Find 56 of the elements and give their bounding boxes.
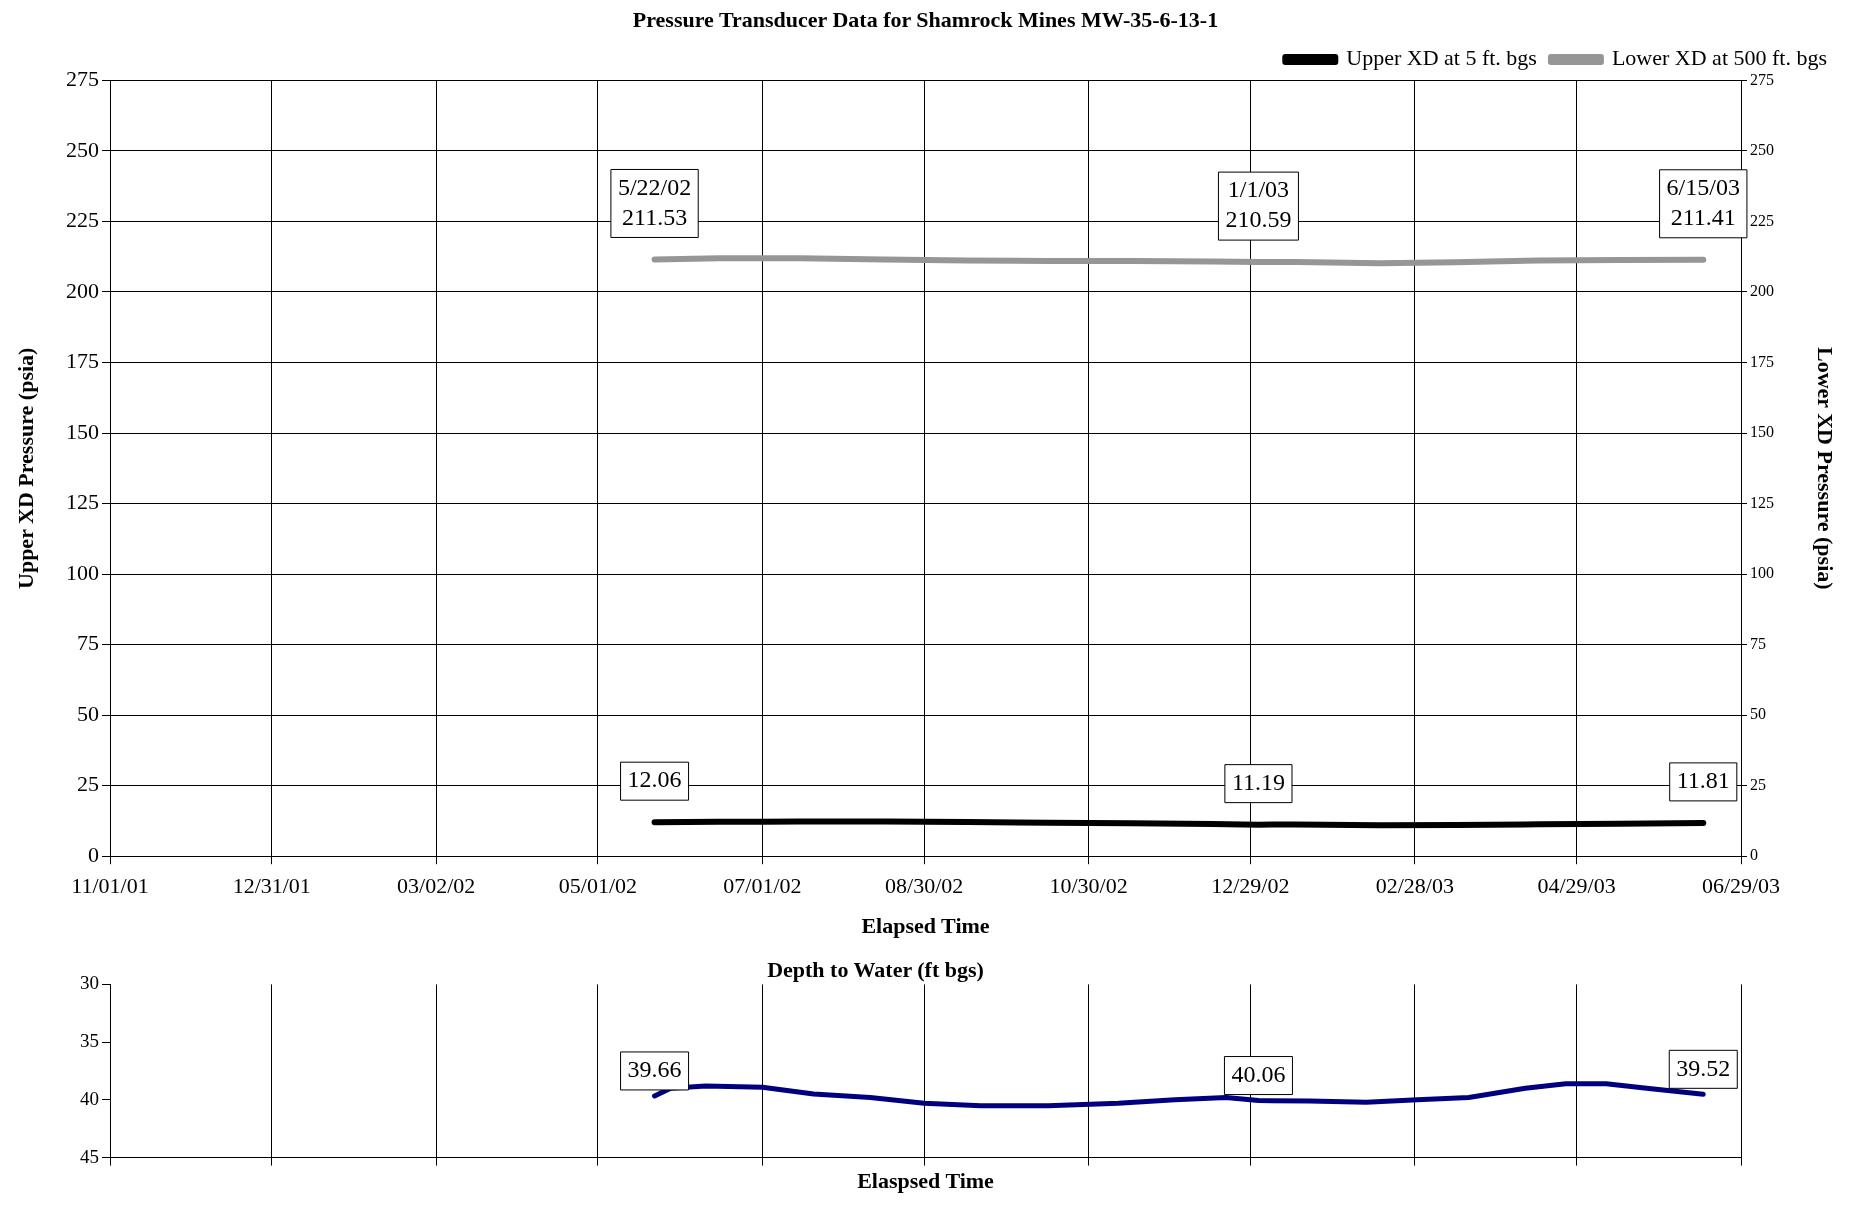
annotation: 39.52: [1676, 1054, 1731, 1081]
y2-tick-label: 125: [1750, 493, 1774, 511]
x-tick-label: 08/30/02: [885, 873, 964, 899]
y-tick-label: 175: [66, 348, 99, 374]
x-tick-label: 11/01/01: [71, 873, 149, 899]
annotation: 12.06: [627, 766, 682, 793]
annotation: 40.06: [1231, 1060, 1286, 1087]
y2-tick-label: 150: [1750, 423, 1774, 441]
annotation: 1/1/03 210.59: [1225, 176, 1292, 233]
y-tick-label: 250: [66, 136, 99, 162]
y-tick-label: 200: [66, 277, 99, 303]
y-tick-label: 125: [66, 489, 99, 515]
y-tick-label: 35: [80, 1030, 99, 1052]
x-tick-label: 06/29/03: [1701, 873, 1781, 899]
y-tick-label: 275: [66, 66, 99, 92]
legend-label: Upper XD at 5 ft. bgs: [1346, 45, 1537, 71]
y2-tick-label: 100: [1750, 564, 1774, 582]
y2-tick-label: 225: [1750, 211, 1774, 229]
y-tick-label: 30: [80, 972, 99, 994]
y2-tick-label: 250: [1750, 141, 1774, 159]
y2-tick-label: 25: [1750, 775, 1766, 793]
y-tick-label: 50: [77, 700, 99, 726]
x-tick-label: 12/29/02: [1211, 873, 1290, 899]
y2-tick-label: 75: [1750, 634, 1766, 652]
x-tick-label: 04/29/03: [1537, 873, 1616, 899]
y-tick-label: 225: [66, 207, 99, 233]
y-tick-label: 45: [80, 1145, 99, 1167]
y-tick-label: 75: [77, 630, 99, 656]
annotation: 6/15/03 211.41: [1666, 174, 1740, 231]
annotation: 5/22/02 211.53: [617, 173, 692, 230]
y2-tick-label: 50: [1750, 705, 1766, 723]
x-tick-label: 10/30/02: [1049, 873, 1128, 899]
y2-tick-label: 175: [1750, 352, 1774, 370]
annotation: 39.66: [627, 1056, 682, 1083]
x-tick-label: 03/02/02: [397, 873, 476, 899]
chart-title: Depth to Water (ft bgs): [767, 956, 984, 982]
x-tick-label: 05/01/02: [558, 873, 638, 899]
annotation: 11.81: [1676, 767, 1730, 794]
y-tick-label: 100: [66, 559, 99, 585]
y-tick-label: 25: [77, 771, 99, 797]
y2-tick-label: 0: [1750, 846, 1758, 864]
y-tick-label: 40: [80, 1087, 99, 1109]
y-tick-label: 150: [66, 418, 99, 444]
y-axis-title: Upper XD Pressure (psia): [12, 347, 38, 589]
x-tick-label: 07/01/02: [723, 873, 802, 899]
legend-label: Lower XD at 500 ft. bgs: [1611, 45, 1828, 71]
y2-axis-title: Lower XD Pressure (psia): [1813, 347, 1839, 590]
chart-title: Pressure Transducer Data for Shamrock Mines MW-35-6-13-1: [632, 6, 1219, 32]
x-axis-title: Elaspsed Time: [857, 1168, 995, 1194]
x-axis-title: Elapsed Time: [861, 913, 990, 939]
y2-tick-label: 200: [1750, 282, 1774, 300]
x-tick-label: 12/31/01: [232, 873, 311, 899]
annotation: 11.19: [1231, 768, 1285, 795]
x-tick-label: 02/28/03: [1375, 873, 1454, 899]
y2-tick-label: 275: [1750, 70, 1774, 88]
y-tick-label: 0: [88, 841, 99, 867]
